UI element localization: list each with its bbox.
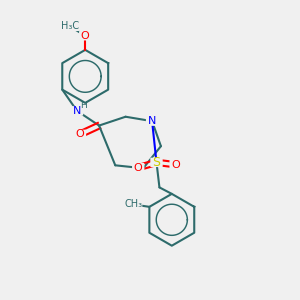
Text: S: S (152, 156, 160, 169)
Text: H₃C: H₃C (61, 21, 79, 31)
Text: N: N (73, 106, 81, 116)
Text: O: O (134, 163, 142, 173)
Text: CH₃: CH₃ (124, 200, 142, 209)
FancyBboxPatch shape (150, 158, 163, 167)
Text: H: H (80, 101, 87, 110)
Text: O: O (81, 31, 90, 41)
FancyBboxPatch shape (132, 163, 144, 172)
FancyBboxPatch shape (61, 22, 79, 31)
FancyBboxPatch shape (169, 160, 182, 169)
FancyBboxPatch shape (79, 31, 92, 40)
Text: O: O (76, 129, 84, 140)
Text: O: O (171, 160, 180, 170)
FancyBboxPatch shape (146, 116, 158, 126)
FancyBboxPatch shape (74, 130, 86, 139)
FancyBboxPatch shape (124, 200, 142, 209)
FancyBboxPatch shape (71, 106, 83, 116)
Text: N: N (148, 116, 156, 126)
